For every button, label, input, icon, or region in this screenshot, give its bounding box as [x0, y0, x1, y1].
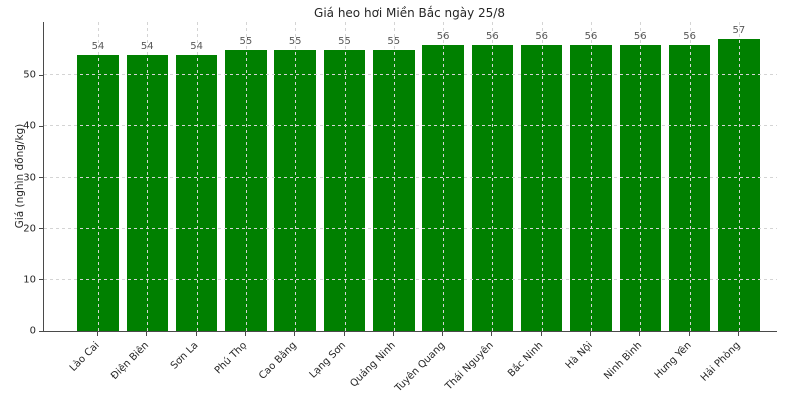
chart-title: Giá heo hơi Miền Bắc ngày 25/8: [314, 6, 505, 20]
y-tick-mark: [39, 279, 43, 281]
bar-value-label: 56: [633, 30, 647, 42]
bar: [126, 54, 169, 331]
y-tick-label: 30: [23, 172, 36, 184]
y-tick-label: 40: [23, 120, 36, 132]
bar: [570, 44, 612, 331]
bar: [225, 49, 267, 331]
bar-value-label: 57: [732, 25, 746, 37]
bar: [422, 44, 464, 331]
bar-value-label: 55: [338, 35, 351, 47]
bar: [274, 49, 316, 331]
bar-value-label: 55: [288, 35, 302, 47]
x-tick-label-text: Phú Thọ: [213, 340, 250, 377]
bar-value-label: 54: [190, 40, 203, 52]
x-tick-label-text: Hà Nội: [563, 340, 595, 372]
x-tick-mark: [343, 332, 345, 336]
bar-value-label: 56: [683, 30, 696, 42]
y-tick-mark: [39, 177, 43, 179]
y-tick-label: 10: [23, 274, 36, 286]
x-tick-mark: [590, 332, 591, 336]
x-tick-label-text: Ninh Bình: [602, 340, 645, 383]
x-tick-mark: [392, 332, 394, 336]
bar: [718, 39, 760, 331]
bar: [175, 54, 218, 331]
x-tick-label-text: Lạng Sơn: [307, 340, 349, 381]
x-tick-mark: [491, 332, 493, 336]
bar-value-label: 56: [486, 30, 499, 42]
bar-value-label: 56: [535, 30, 549, 42]
x-tick-label-text: Sơn La: [168, 340, 201, 372]
x-tick-mark: [540, 332, 542, 336]
bar: [619, 44, 662, 331]
x-tick-mark: [146, 332, 148, 336]
y-tick-label: 50: [23, 69, 36, 81]
bar-value-label: 56: [584, 30, 598, 42]
y-tick-mark: [39, 125, 43, 127]
x-tick-mark: [244, 332, 246, 336]
x-tick-label-text: Cao Bằng: [257, 340, 299, 382]
x-tick-mark: [97, 332, 98, 336]
bar-value-label: 55: [387, 35, 401, 47]
x-tick-mark: [639, 332, 641, 336]
bar-value-label: 54: [91, 40, 105, 52]
y-tick-mark: [39, 74, 43, 76]
x-tick-mark: [442, 332, 444, 336]
x-tick-label-text: Hưng Yên: [652, 340, 694, 382]
x-tick-label-text: Quảng Ninh: [347, 340, 398, 390]
bar: [471, 44, 514, 331]
y-tick-mark: [39, 228, 43, 230]
bar: [520, 44, 563, 331]
bar: [668, 44, 711, 331]
x-tick-label-text: Hải Phòng: [698, 340, 743, 384]
bar: [323, 49, 366, 331]
bar: [77, 54, 119, 331]
x-tick-label-text: Tuyên Quang: [392, 340, 447, 395]
bar: [373, 49, 415, 331]
x-tick-label-text: Lào Cai: [67, 340, 102, 374]
x-tick-mark: [737, 332, 739, 336]
bar-value-label: 55: [239, 35, 253, 47]
x-tick-mark: [195, 332, 197, 336]
x-tick-label-text: Thái Nguyên: [443, 340, 497, 393]
y-tick-mark: [39, 330, 43, 332]
x-tick-mark: [294, 332, 296, 336]
bar-value-label: 54: [140, 40, 154, 52]
x-tick-label-text: Điện Biên: [109, 340, 152, 382]
bar-value-label: 56: [436, 30, 450, 42]
y-tick-label: 0: [29, 325, 36, 337]
y-tick-label: 20: [23, 223, 36, 235]
x-tick-mark: [688, 332, 690, 336]
plot-area: 54 54 54 55 55 55 55 56 56 56 56 56 56 57: [43, 22, 777, 332]
x-tick-label-text: Bắc Ninh: [506, 340, 546, 380]
